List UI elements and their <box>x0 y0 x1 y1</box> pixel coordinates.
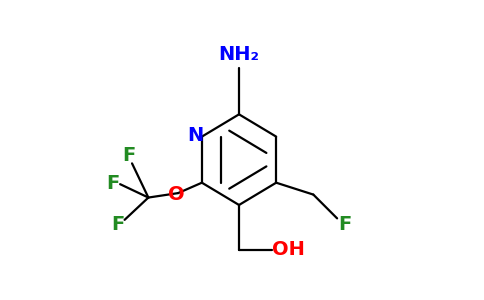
Text: F: F <box>111 215 125 234</box>
Text: OH: OH <box>272 240 304 259</box>
Text: F: F <box>122 146 136 165</box>
Text: F: F <box>106 174 119 193</box>
Text: F: F <box>338 215 351 234</box>
Text: NH₂: NH₂ <box>219 45 259 64</box>
Text: N: N <box>187 126 203 145</box>
Text: O: O <box>168 185 185 204</box>
